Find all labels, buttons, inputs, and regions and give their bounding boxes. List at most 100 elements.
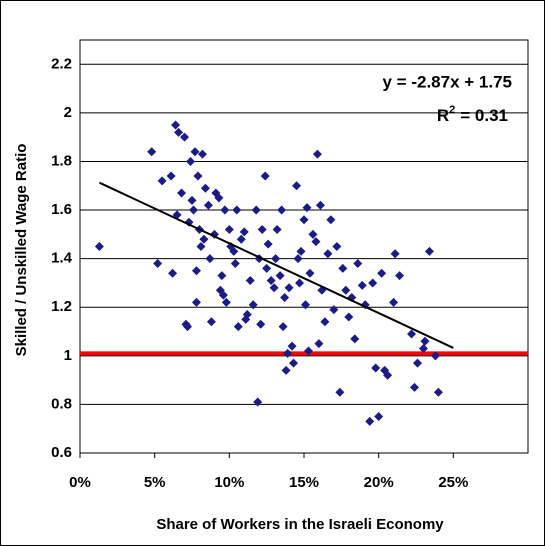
y-tick-label: 0.8 xyxy=(51,395,72,412)
y-axis-title: Skilled / Unskilled Wage Ratio xyxy=(13,144,30,357)
point xyxy=(218,290,228,300)
point xyxy=(320,317,330,327)
point xyxy=(353,259,363,269)
point xyxy=(272,224,282,234)
point xyxy=(190,147,200,157)
point xyxy=(371,363,381,373)
point xyxy=(277,205,287,215)
point xyxy=(312,149,322,159)
x-tick-label: 10% xyxy=(214,474,244,491)
point xyxy=(289,358,299,368)
point xyxy=(303,346,313,356)
point xyxy=(357,280,367,290)
point xyxy=(390,249,400,259)
point xyxy=(383,370,393,380)
point xyxy=(186,156,196,166)
point xyxy=(239,227,249,237)
point xyxy=(293,254,303,264)
y-tick-label: 1.2 xyxy=(51,298,72,315)
point xyxy=(315,200,325,210)
point xyxy=(368,278,378,288)
point xyxy=(206,317,216,327)
y-tick-label: 1.8 xyxy=(51,152,72,169)
point xyxy=(196,242,206,251)
point xyxy=(260,171,270,181)
y-tick-label: 1.4 xyxy=(51,250,73,267)
x-tick-label: 20% xyxy=(364,474,394,491)
y-tick-label: 1.6 xyxy=(51,201,72,218)
point xyxy=(200,183,210,193)
point xyxy=(220,205,230,215)
point xyxy=(147,147,157,157)
point xyxy=(418,344,428,354)
x-tick-label: 0% xyxy=(69,474,91,491)
y-tick-label: 2.2 xyxy=(51,55,72,72)
point xyxy=(242,310,252,320)
point xyxy=(233,322,243,332)
point xyxy=(300,300,310,310)
point xyxy=(262,263,272,273)
point xyxy=(295,278,305,288)
point xyxy=(271,254,281,264)
point xyxy=(177,188,187,198)
point xyxy=(292,181,302,191)
point xyxy=(302,203,312,213)
point xyxy=(191,266,201,276)
r2-label: R xyxy=(437,106,449,125)
point xyxy=(365,416,375,426)
point xyxy=(350,334,360,344)
point xyxy=(157,176,167,186)
point xyxy=(248,300,258,310)
point xyxy=(344,312,354,322)
point xyxy=(296,246,306,256)
point xyxy=(245,276,255,286)
point xyxy=(188,205,198,215)
point xyxy=(326,215,336,225)
r-squared: R2 = 0.31 xyxy=(437,104,508,126)
point xyxy=(256,319,266,329)
point xyxy=(230,259,240,269)
point xyxy=(308,229,318,239)
point xyxy=(314,339,324,349)
point xyxy=(174,127,184,137)
point xyxy=(236,234,246,244)
point xyxy=(283,348,293,358)
point xyxy=(266,276,276,286)
point xyxy=(395,271,405,281)
point xyxy=(205,254,215,264)
point xyxy=(257,224,267,234)
point xyxy=(410,382,420,392)
r2-value: = 0.31 xyxy=(460,106,508,125)
x-axis-title: Share of Workers in the Israeli Economy xyxy=(156,516,444,533)
point xyxy=(430,351,440,361)
point xyxy=(311,237,321,247)
point xyxy=(232,205,242,215)
point xyxy=(251,205,261,215)
point xyxy=(377,268,387,278)
point xyxy=(287,341,297,351)
point xyxy=(263,239,273,249)
point xyxy=(217,271,227,281)
point xyxy=(284,283,294,293)
point xyxy=(203,200,213,210)
point xyxy=(180,132,190,142)
point xyxy=(433,387,443,397)
point xyxy=(275,271,285,281)
trend-equation: y = -2.87x + 1.75 xyxy=(383,72,513,91)
point xyxy=(199,234,209,244)
point xyxy=(197,149,207,159)
point xyxy=(329,305,339,315)
point xyxy=(168,268,178,278)
point xyxy=(269,283,279,293)
point xyxy=(278,322,288,332)
point xyxy=(323,249,333,259)
x-tick-label: 15% xyxy=(289,474,319,491)
point xyxy=(280,293,290,303)
point xyxy=(338,263,348,273)
point xyxy=(193,171,203,181)
y-tick-label: 0.6 xyxy=(51,444,72,461)
point xyxy=(171,120,181,130)
point xyxy=(221,297,231,307)
point xyxy=(412,358,422,368)
